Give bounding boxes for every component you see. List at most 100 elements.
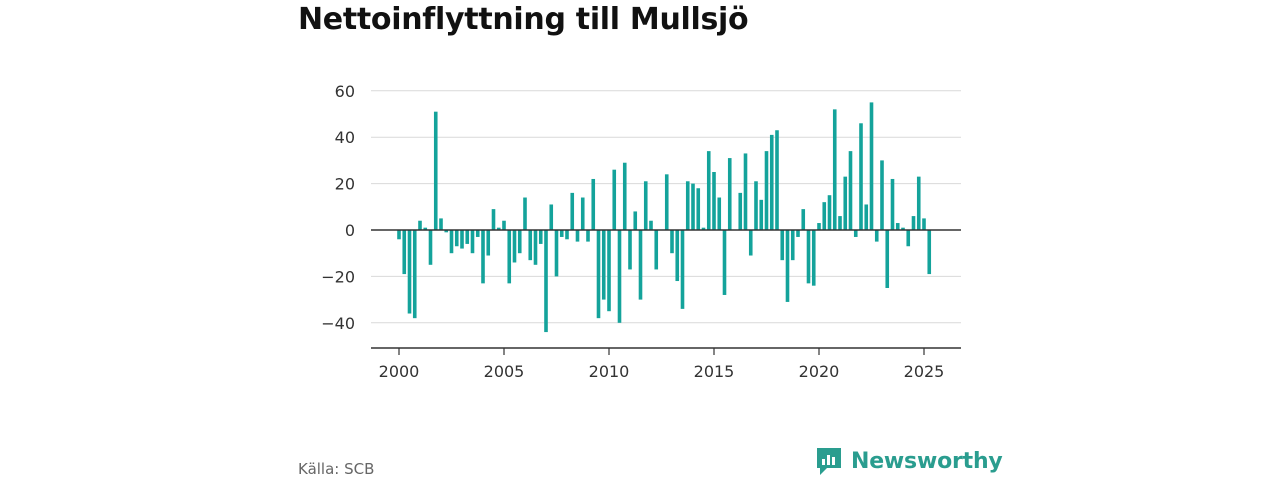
y-tick-label: 40 <box>335 128 355 147</box>
bar <box>911 216 916 230</box>
x-tick-label: 2010 <box>589 362 630 381</box>
bar <box>533 230 538 265</box>
bar <box>806 230 811 284</box>
bar <box>575 230 580 242</box>
bar <box>780 230 785 261</box>
y-tick-label: 20 <box>335 175 355 194</box>
bar <box>428 230 433 265</box>
bar <box>727 158 732 230</box>
bar <box>481 230 485 284</box>
y-tick-labels: −40 −20 0 20 40 60 <box>321 82 355 333</box>
bar <box>607 230 611 312</box>
bar <box>822 202 827 230</box>
bar <box>801 209 806 230</box>
bar <box>859 123 863 230</box>
bar <box>549 204 554 230</box>
newsworthy-logo-icon <box>817 448 841 475</box>
x-tick-label: 2000 <box>379 362 420 381</box>
source-label: Källa: SCB <box>298 460 375 478</box>
bar <box>507 230 512 284</box>
axes <box>371 229 961 355</box>
bar <box>811 230 816 286</box>
bar <box>864 204 869 230</box>
bar <box>874 230 879 242</box>
x-tick-label: 2020 <box>799 362 840 381</box>
bar <box>470 230 475 254</box>
bar <box>496 227 501 230</box>
bar <box>418 220 422 230</box>
bar <box>759 199 764 230</box>
bar <box>601 230 606 300</box>
bar <box>580 197 585 230</box>
bar <box>916 176 921 230</box>
bar <box>475 230 480 237</box>
y-tick-label: 0 <box>345 221 355 240</box>
bar <box>544 230 548 333</box>
bar <box>754 181 758 230</box>
bar <box>680 230 685 309</box>
bar <box>412 230 417 319</box>
y-tick-label: 60 <box>335 82 355 101</box>
bar <box>775 130 779 230</box>
bar <box>591 178 596 230</box>
bar <box>449 230 454 254</box>
bar <box>743 153 748 230</box>
bar <box>559 230 564 237</box>
bar <box>554 230 559 277</box>
y-tick-label: −20 <box>321 267 355 286</box>
chart-title: Nettoinflyttning till Mullsjö <box>298 2 749 37</box>
bar <box>586 230 590 242</box>
bars <box>397 102 932 333</box>
bar <box>670 230 674 254</box>
bar <box>407 230 412 314</box>
bar <box>706 151 711 230</box>
bar <box>817 223 821 230</box>
bar <box>790 230 795 261</box>
bar <box>502 220 506 230</box>
bar <box>848 151 853 230</box>
bar <box>643 181 648 230</box>
bar <box>491 209 496 230</box>
bar <box>538 230 543 244</box>
bar <box>465 230 470 244</box>
brand-name: Newsworthy <box>851 448 1003 474</box>
bar <box>649 220 653 230</box>
bar <box>717 197 722 230</box>
bar <box>906 230 911 247</box>
bar <box>423 227 428 230</box>
bar <box>517 230 522 254</box>
bar <box>722 230 727 295</box>
bar <box>628 230 632 270</box>
bar <box>444 230 449 233</box>
y-tick-label: −40 <box>321 314 355 333</box>
bar <box>633 211 638 230</box>
bar-chart: −40 −20 0 20 40 60 2000 2005 2010 2015 2020 2025 <box>321 82 961 381</box>
bar <box>927 230 932 275</box>
bar <box>738 192 743 230</box>
bar <box>486 230 491 256</box>
bar <box>748 230 753 256</box>
bar <box>675 230 680 282</box>
bar <box>454 230 459 247</box>
brand[interactable]: Newsworthy <box>815 446 1003 476</box>
bar <box>901 227 905 230</box>
bar <box>528 230 533 261</box>
bar <box>570 192 575 230</box>
x-tick-label: 2005 <box>484 362 525 381</box>
bar <box>796 230 800 237</box>
bar <box>439 218 443 230</box>
x-tick-labels: 2000 2005 2010 2015 2020 2025 <box>379 362 945 381</box>
bar <box>460 230 464 249</box>
bar <box>922 218 926 230</box>
bar <box>890 178 895 230</box>
bar <box>853 230 858 237</box>
bar <box>712 172 716 230</box>
bar <box>827 195 832 230</box>
x-tick-label: 2015 <box>694 362 735 381</box>
bar <box>838 216 842 230</box>
bar <box>433 111 438 230</box>
bar <box>701 227 706 230</box>
bar <box>685 181 690 230</box>
bar <box>565 230 569 240</box>
bar <box>596 230 601 319</box>
